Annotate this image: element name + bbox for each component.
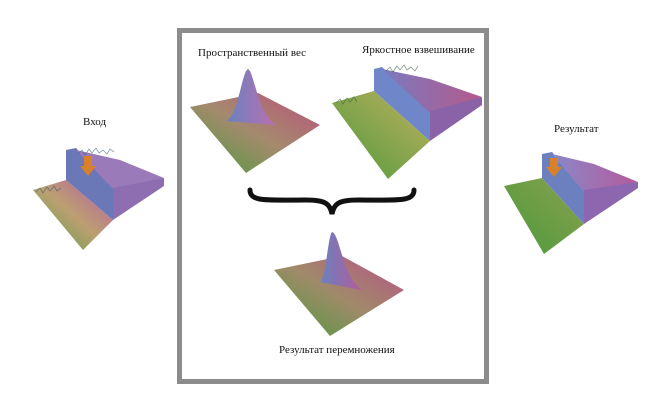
product-plot <box>274 232 404 336</box>
brightness-high-front <box>430 97 482 141</box>
brightness-weight-plot <box>332 64 482 179</box>
result-low-plane <box>504 178 584 254</box>
input-high-plane <box>76 150 164 192</box>
brightness-weight-label: Яркостное взвешивание <box>362 44 475 56</box>
brightness-step-wall <box>374 67 430 141</box>
result-surface-plot <box>504 152 638 254</box>
arrow-down-icon <box>80 156 96 176</box>
input-low-plane <box>33 180 113 250</box>
input-surface-plot <box>33 148 164 250</box>
spatial-base-plane <box>190 93 320 173</box>
result-high-plane <box>552 154 638 192</box>
input-label: Вход <box>83 116 107 128</box>
product-bump <box>320 232 362 290</box>
product-label: Результат перемножения <box>279 344 395 356</box>
spatial-weight-plot <box>190 69 320 173</box>
weights-frame <box>177 28 489 384</box>
brightness-low-plane <box>332 91 430 179</box>
gaussian-bump <box>226 69 276 125</box>
input-step-wall <box>66 148 113 220</box>
brightness-noise <box>335 64 419 105</box>
brightness-high-plane <box>382 69 482 113</box>
spatial-weight-label: Пространственный вес <box>198 47 306 59</box>
multiply-brace <box>247 187 417 215</box>
result-high-front <box>584 182 638 224</box>
product-base-plane <box>274 256 404 336</box>
input-high-plane-front <box>113 178 164 220</box>
result-label: Результат <box>554 123 599 135</box>
input-noise <box>35 148 115 194</box>
arrow-down-icon <box>546 158 562 177</box>
